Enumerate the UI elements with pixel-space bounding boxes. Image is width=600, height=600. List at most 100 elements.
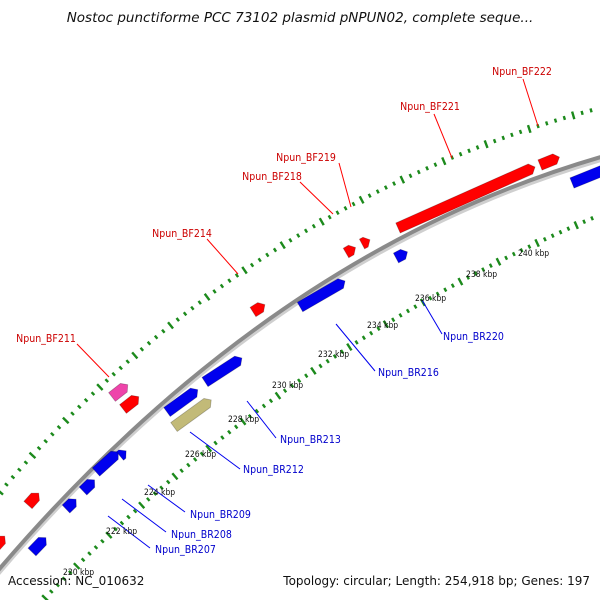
outer-tick bbox=[279, 241, 286, 250]
forward-gene-label: Npun_BF218 bbox=[242, 171, 302, 183]
scale-label: 238 kbp bbox=[466, 270, 497, 280]
scale-label: 230 kbp bbox=[272, 381, 303, 391]
forward-gene-label: Npun_BF221 bbox=[400, 101, 460, 113]
outer-tick bbox=[303, 228, 309, 234]
inner-tick bbox=[213, 440, 218, 446]
reverse-leader-line bbox=[246, 400, 277, 439]
gene-forward bbox=[23, 492, 40, 510]
outer-tick bbox=[265, 252, 270, 258]
outer-tick bbox=[125, 359, 130, 364]
outer-tick bbox=[416, 169, 421, 175]
inner-tick bbox=[582, 219, 587, 225]
forward-gene-label: Npun_BF219 bbox=[276, 152, 336, 164]
inner-tick bbox=[227, 429, 232, 435]
gene-reverse bbox=[115, 449, 127, 461]
outer-tick bbox=[83, 397, 89, 403]
outer-tick bbox=[43, 438, 48, 444]
inner-tick bbox=[590, 216, 594, 221]
outer-tick bbox=[467, 148, 471, 154]
outer-tick bbox=[458, 151, 463, 157]
inner-tick bbox=[220, 435, 225, 440]
topology-summary: Topology: circular; Length: 254,918 bp; … bbox=[283, 574, 590, 588]
outer-tick bbox=[153, 334, 159, 340]
inner-tick bbox=[405, 308, 411, 314]
inner-tick bbox=[325, 358, 330, 364]
reverse-gene-label: Npun_BR207 bbox=[155, 544, 216, 556]
outer-tick bbox=[175, 317, 180, 322]
gene-forward bbox=[0, 535, 6, 553]
inner-tick bbox=[391, 317, 396, 323]
outer-tick bbox=[433, 162, 438, 167]
inner-tick bbox=[268, 398, 274, 404]
scale-labels: 220 kbp 222 kbp 224 kbp 226 kbp 228 kbp 230 k… bbox=[63, 249, 549, 578]
inner-tick bbox=[68, 570, 73, 575]
inner-tick bbox=[519, 248, 524, 253]
gene-forward bbox=[119, 395, 140, 414]
outer-tick bbox=[56, 425, 62, 430]
outer-tick bbox=[483, 140, 489, 149]
inner-tick bbox=[457, 277, 464, 286]
inner-tick bbox=[376, 326, 381, 332]
reverse-leader-line bbox=[189, 431, 241, 470]
forward-gene-label: Npun_BF222 bbox=[492, 66, 552, 78]
outer-tick bbox=[90, 391, 96, 396]
inner-tick bbox=[166, 479, 171, 485]
inner-tick bbox=[481, 267, 486, 272]
reverse-leader-line bbox=[421, 299, 443, 335]
inner-tick bbox=[73, 562, 81, 570]
inner-tick bbox=[495, 257, 502, 266]
inner-tick bbox=[534, 238, 540, 248]
inner-tick bbox=[119, 520, 125, 526]
inner-tick bbox=[382, 320, 389, 329]
inner-tick bbox=[41, 594, 49, 600]
reverse-leader-line bbox=[147, 484, 186, 513]
inner-tick bbox=[274, 391, 282, 400]
outer-tick bbox=[111, 371, 116, 377]
outer-tick bbox=[441, 156, 447, 166]
scale-label: 228 kbp bbox=[228, 415, 259, 425]
gene-forward bbox=[537, 153, 560, 171]
inner-tick bbox=[49, 589, 54, 594]
inner-tick bbox=[61, 576, 67, 581]
gene-reverse bbox=[392, 248, 408, 264]
inner-tick bbox=[369, 330, 374, 336]
inner-tick bbox=[527, 244, 532, 249]
inner-tick bbox=[93, 545, 99, 550]
inner-tick bbox=[450, 283, 455, 288]
outer-tick bbox=[553, 118, 558, 123]
gene-reverse bbox=[27, 536, 47, 557]
scale-label: 224 kbp bbox=[144, 488, 175, 498]
inner-tick bbox=[192, 457, 198, 462]
inner-tick bbox=[346, 343, 353, 352]
outer-tick bbox=[182, 311, 188, 317]
outer-tick bbox=[375, 189, 380, 194]
inner-tick bbox=[199, 451, 205, 457]
inner-tick bbox=[558, 229, 563, 235]
outer-tick bbox=[501, 135, 506, 141]
inner-tick bbox=[289, 383, 295, 388]
scale-label: 236 kbp bbox=[415, 294, 446, 304]
accession-text: Accession: NC_010632 bbox=[8, 574, 145, 588]
inner-tick bbox=[542, 237, 547, 242]
outer-tick bbox=[367, 193, 372, 198]
outer-tick bbox=[28, 451, 37, 459]
inner-tick bbox=[261, 403, 267, 409]
outer-tick bbox=[146, 340, 152, 346]
plasmid-backbone bbox=[0, 155, 600, 572]
outer-tick bbox=[358, 195, 365, 204]
reverse-leader-line bbox=[121, 498, 167, 533]
inner-tick bbox=[465, 275, 470, 280]
outer-tick bbox=[526, 124, 532, 134]
gene-forward bbox=[358, 236, 371, 250]
outer-tick bbox=[77, 404, 82, 410]
inner-tick bbox=[80, 557, 86, 563]
outer-tick bbox=[580, 110, 584, 116]
inner-tick bbox=[473, 271, 478, 276]
forward-leader-line bbox=[522, 78, 539, 127]
forward-leader-line bbox=[338, 162, 352, 208]
outer-tick bbox=[227, 278, 232, 284]
outer-tick bbox=[249, 262, 255, 268]
backbone-shadow bbox=[0, 156, 600, 575]
inner-tick bbox=[105, 531, 113, 539]
